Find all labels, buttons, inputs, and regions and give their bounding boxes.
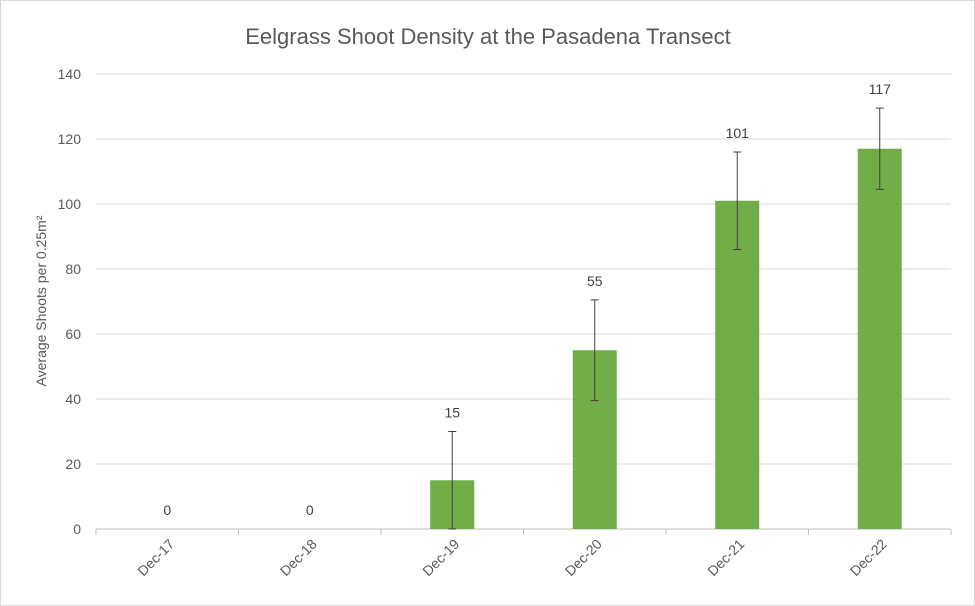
y-axis-label: Average Shoots per 0.25m² bbox=[33, 215, 49, 386]
y-tick-label: 60 bbox=[65, 326, 81, 342]
y-tick-label: 0 bbox=[73, 521, 81, 537]
x-tick-label: Dec-22 bbox=[847, 536, 890, 579]
x-tick-label: Dec-19 bbox=[419, 536, 462, 579]
y-tick-label: 120 bbox=[58, 131, 82, 147]
gridlines bbox=[95, 73, 952, 535]
data-label: 0 bbox=[306, 502, 314, 518]
x-tick-label: Dec-21 bbox=[704, 536, 747, 579]
data-label: 0 bbox=[163, 502, 171, 518]
x-axis-ticks: Dec-17 Dec-18 Dec-19 Dec-20 Dec-21 Dec-22 bbox=[134, 536, 890, 579]
y-tick-label: 80 bbox=[65, 261, 81, 277]
bar bbox=[857, 148, 902, 529]
y-tick-label: 40 bbox=[65, 391, 81, 407]
error-bars bbox=[448, 107, 884, 530]
data-label: 101 bbox=[726, 125, 750, 141]
data-label: 117 bbox=[869, 81, 892, 97]
y-tick-label: 140 bbox=[58, 66, 82, 82]
y-axis-ticks: 0 20 40 60 80 100 120 140 bbox=[58, 66, 82, 537]
data-label: 55 bbox=[587, 273, 603, 289]
data-label: 15 bbox=[444, 405, 460, 421]
x-tick-label: Dec-18 bbox=[277, 536, 320, 579]
bar bbox=[715, 200, 760, 529]
y-tick-label: 20 bbox=[65, 456, 81, 472]
x-tick-label: Dec-20 bbox=[562, 536, 605, 579]
chart-title: Eelgrass Shoot Density at the Pasadena T… bbox=[245, 24, 731, 49]
y-tick-label: 100 bbox=[58, 196, 82, 212]
bars bbox=[430, 148, 902, 529]
data-labels: 0 0 15 55 101 117 bbox=[163, 81, 891, 518]
x-tick-label: Dec-17 bbox=[134, 536, 177, 579]
